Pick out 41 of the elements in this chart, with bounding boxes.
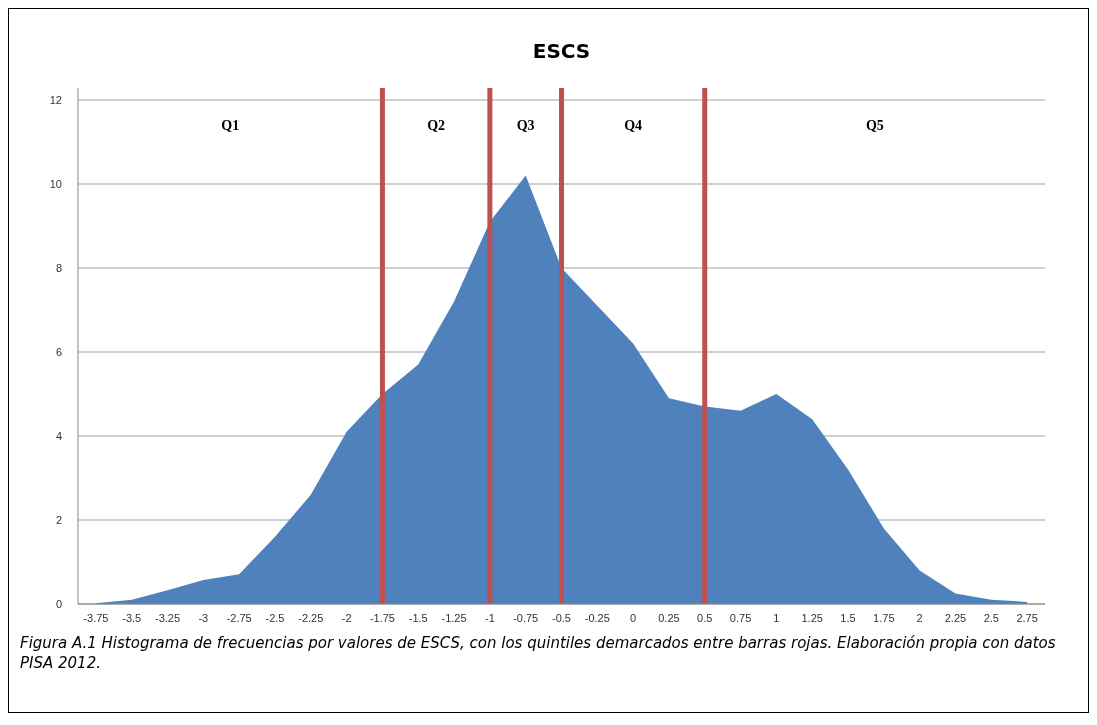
y-tick-label: 2 bbox=[55, 513, 62, 526]
x-tick-label: -0.5 bbox=[552, 612, 571, 624]
annotation: Q3 bbox=[516, 118, 535, 133]
x-tick-label: -3.5 bbox=[122, 612, 142, 624]
x-tick-label: -3.75 bbox=[83, 612, 109, 624]
x-tick-label: -2.25 bbox=[298, 612, 324, 624]
y-tick-label: 10 bbox=[49, 177, 62, 190]
x-tick-label: -0.75 bbox=[513, 612, 539, 624]
x-tick-label: -2 bbox=[341, 612, 352, 624]
x-tick-label: -1 bbox=[484, 612, 495, 624]
x-tick-label: -0.25 bbox=[584, 612, 610, 624]
y-tick-label: 8 bbox=[55, 261, 62, 274]
x-tick-label: -2.75 bbox=[226, 612, 252, 624]
y-tick-label: 12 bbox=[49, 93, 62, 106]
x-tick-label: 1.5 bbox=[840, 612, 856, 624]
x-tick-label: 2.5 bbox=[983, 612, 999, 624]
x-tick-label: 2 bbox=[916, 612, 923, 624]
x-tick-label: 0 bbox=[630, 612, 637, 624]
text: Figura A.1 Histograma de frecuencias por valores de ESCS, con los quintiles demarcados entre barras rojas. Elaboración propia con datos PISA 2012. bbox=[20, 634, 1056, 672]
annotation: Q4 bbox=[624, 118, 643, 133]
annotation: Q5 bbox=[865, 118, 884, 133]
x-tick-label: 0.75 bbox=[729, 612, 752, 624]
x-tick-label: 0.5 bbox=[697, 612, 713, 624]
y-tick-label: 4 bbox=[55, 429, 62, 442]
x-tick-label: -1.25 bbox=[441, 612, 467, 624]
y-tick-label: 6 bbox=[55, 345, 62, 358]
x-tick-label: 2.25 bbox=[944, 612, 967, 624]
annotation: Q2 bbox=[427, 118, 446, 133]
chart-title: ESCS bbox=[532, 39, 591, 63]
x-tick-label: -1.5 bbox=[408, 612, 428, 624]
x-tick-label: 1.25 bbox=[801, 612, 823, 624]
y-tick-label: 0 bbox=[55, 597, 62, 610]
x-tick-label: 1.75 bbox=[873, 612, 895, 624]
x-tick-label: 2.75 bbox=[1016, 612, 1038, 624]
x-tick-label: 1 bbox=[773, 612, 780, 624]
annotation: Q1 bbox=[221, 118, 240, 133]
x-tick-label: -2.5 bbox=[265, 612, 285, 624]
x-tick-label: -3.25 bbox=[155, 612, 181, 624]
x-tick-label: 0.25 bbox=[658, 612, 680, 624]
x-tick-label: -1.75 bbox=[369, 612, 395, 624]
x-tick-label: -3 bbox=[198, 612, 209, 624]
